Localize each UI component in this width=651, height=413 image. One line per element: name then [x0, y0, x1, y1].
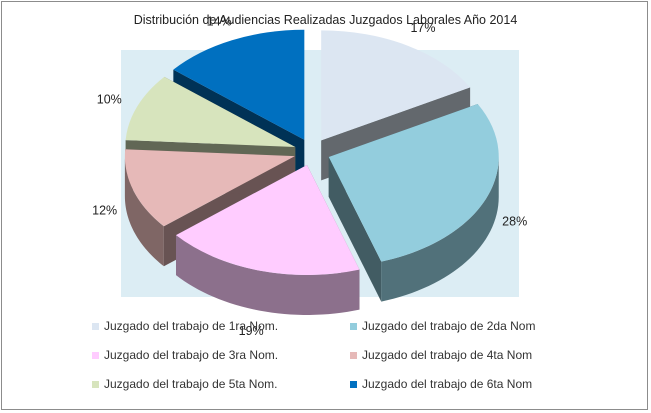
legend-item-2: Juzgado del trabajo de 2da Nom — [350, 319, 535, 333]
data-label-4: 12% — [92, 203, 117, 217]
legend-label: Juzgado del trabajo de 3ra Nom. — [104, 348, 279, 362]
legend-swatch — [92, 322, 99, 330]
legend-label: Juzgado del trabajo de 5ta Nom. — [104, 377, 278, 391]
legend-label: Juzgado del trabajo de 2da Nom — [362, 319, 536, 333]
legend-swatch — [350, 380, 357, 388]
pie-slice-2 — [328, 103, 499, 302]
data-label-3: 19% — [239, 324, 264, 338]
pie-slice-top-3 — [175, 164, 360, 275]
chart-title: Distribución de Audiencias Realizadas Ju… — [133, 13, 518, 27]
legend-item-6: Juzgado del trabajo de 6ta Nom — [350, 377, 532, 391]
legend-swatch — [92, 351, 99, 359]
legend-label: Juzgado del trabajo de 4ta Nom — [362, 348, 533, 362]
pie-slice-top-4 — [124, 149, 295, 227]
pie-slice-top-5 — [125, 76, 296, 148]
legend-swatch — [92, 380, 99, 388]
legend-item-1: Juzgado del trabajo de 1ra Nom. — [92, 319, 278, 333]
pie-slice-3 — [175, 164, 360, 315]
data-label-5: 10% — [97, 92, 122, 106]
pie-slice-top-1 — [321, 30, 471, 141]
legend-swatch — [350, 322, 357, 330]
legend-label: Juzgado del trabajo de 1ra Nom. — [104, 319, 279, 333]
pie-slice-side-wall-2-1 — [328, 156, 382, 302]
data-label-2: 28% — [502, 214, 527, 228]
pie-slice-outer-wall-3 — [175, 235, 360, 315]
data-label-6: 14% — [207, 14, 232, 28]
data-label-1: 17% — [410, 21, 435, 35]
pie-slice-outer-wall-2 — [381, 156, 499, 302]
pie-slice-outer-wall-4 — [124, 156, 164, 267]
pie-slice-top-2 — [328, 103, 499, 262]
legend-item-4: Juzgado del trabajo de 4ta Nom — [350, 348, 532, 362]
legend-swatch — [350, 351, 357, 359]
legend-label: Juzgado del trabajo de 6ta Nom — [362, 377, 533, 391]
legend-item-3: Juzgado del trabajo de 3ra Nom. — [92, 348, 278, 362]
pie-slice-top-6 — [173, 29, 305, 140]
legend-item-5: Juzgado del trabajo de 5ta Nom. — [92, 377, 277, 391]
